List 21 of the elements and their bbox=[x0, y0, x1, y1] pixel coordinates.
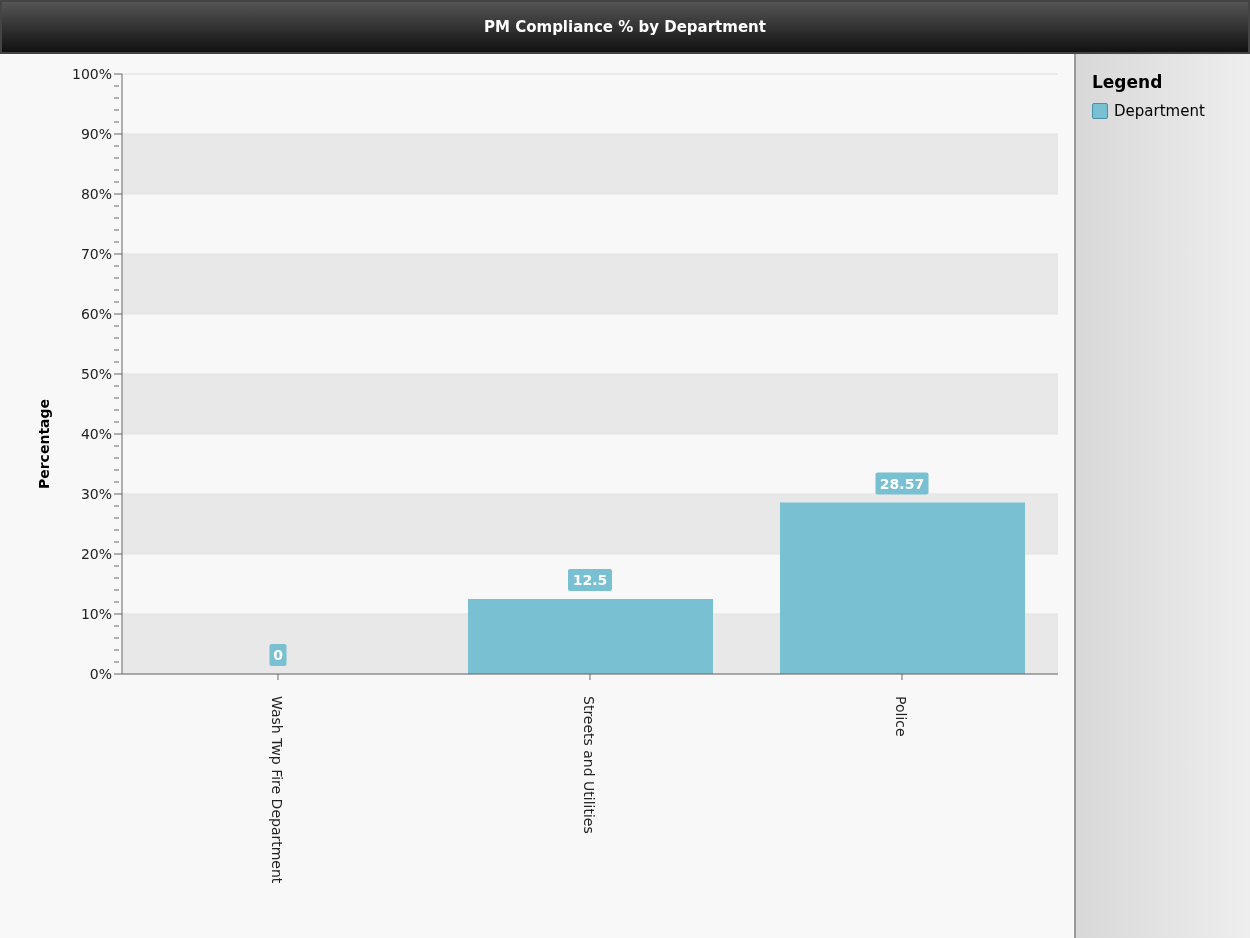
y-tick-label: 80% bbox=[80, 186, 112, 202]
chart-title: PM Compliance % by Department bbox=[0, 0, 1250, 54]
x-tick-label: Police bbox=[893, 696, 909, 737]
y-tick-label: 20% bbox=[80, 546, 112, 562]
y-tick-label: 50% bbox=[80, 366, 112, 382]
y-tick-label: 60% bbox=[80, 306, 112, 322]
data-label: 28.57 bbox=[879, 475, 925, 492]
y-tick-label: 90% bbox=[80, 126, 112, 142]
y-tick-label: 70% bbox=[80, 246, 112, 262]
y-tick-label: 100% bbox=[71, 66, 112, 82]
y-axis-title: Percentage bbox=[36, 398, 52, 490]
data-label: 0 bbox=[273, 647, 284, 663]
x-tick-label: Wash Twp Fire Department bbox=[269, 696, 285, 884]
data-label: 12.5 bbox=[572, 572, 608, 588]
x-tick-label: Streets and Utilities bbox=[581, 696, 597, 834]
y-tick-label: 30% bbox=[80, 486, 112, 502]
y-tick-label: 0% bbox=[89, 666, 112, 682]
legend-title: Legend bbox=[1092, 72, 1164, 92]
y-tick-label: 40% bbox=[80, 426, 112, 442]
legend-label: Department bbox=[1114, 102, 1205, 120]
y-tick-label: 10% bbox=[80, 606, 112, 622]
